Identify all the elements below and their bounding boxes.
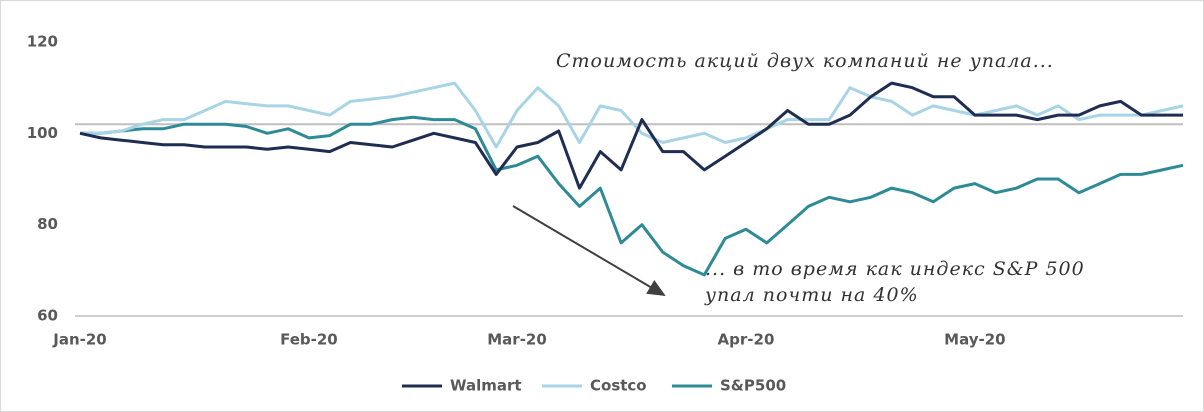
- series-line: [80, 115, 1184, 277]
- annotation: ... в то время как индекс S&P 500: [705, 258, 1085, 280]
- y-tick-label: 80: [37, 215, 58, 233]
- legend-label: S&P500: [720, 377, 786, 395]
- annotation: Стоимость акций двух компаний не упала..…: [556, 50, 1054, 72]
- annotation: упал почти на 40%: [704, 284, 919, 306]
- x-tick-label: Apr-20: [718, 331, 775, 349]
- series-line: [79, 81, 1183, 190]
- legend-label: Walmart: [450, 377, 522, 395]
- x-tick-label: Mar-20: [487, 331, 547, 349]
- x-tick-label: May-20: [944, 331, 1005, 349]
- y-tick-label: 120: [27, 33, 58, 51]
- x-tick-label: Feb-20: [280, 331, 338, 349]
- y-tick-label: 100: [27, 124, 58, 142]
- series-line: [80, 81, 1184, 149]
- x-tick-label: Jan-20: [52, 331, 106, 349]
- arrow: [512, 205, 666, 297]
- y-tick-label: 60: [37, 307, 58, 325]
- legend-label: Costco: [590, 377, 647, 395]
